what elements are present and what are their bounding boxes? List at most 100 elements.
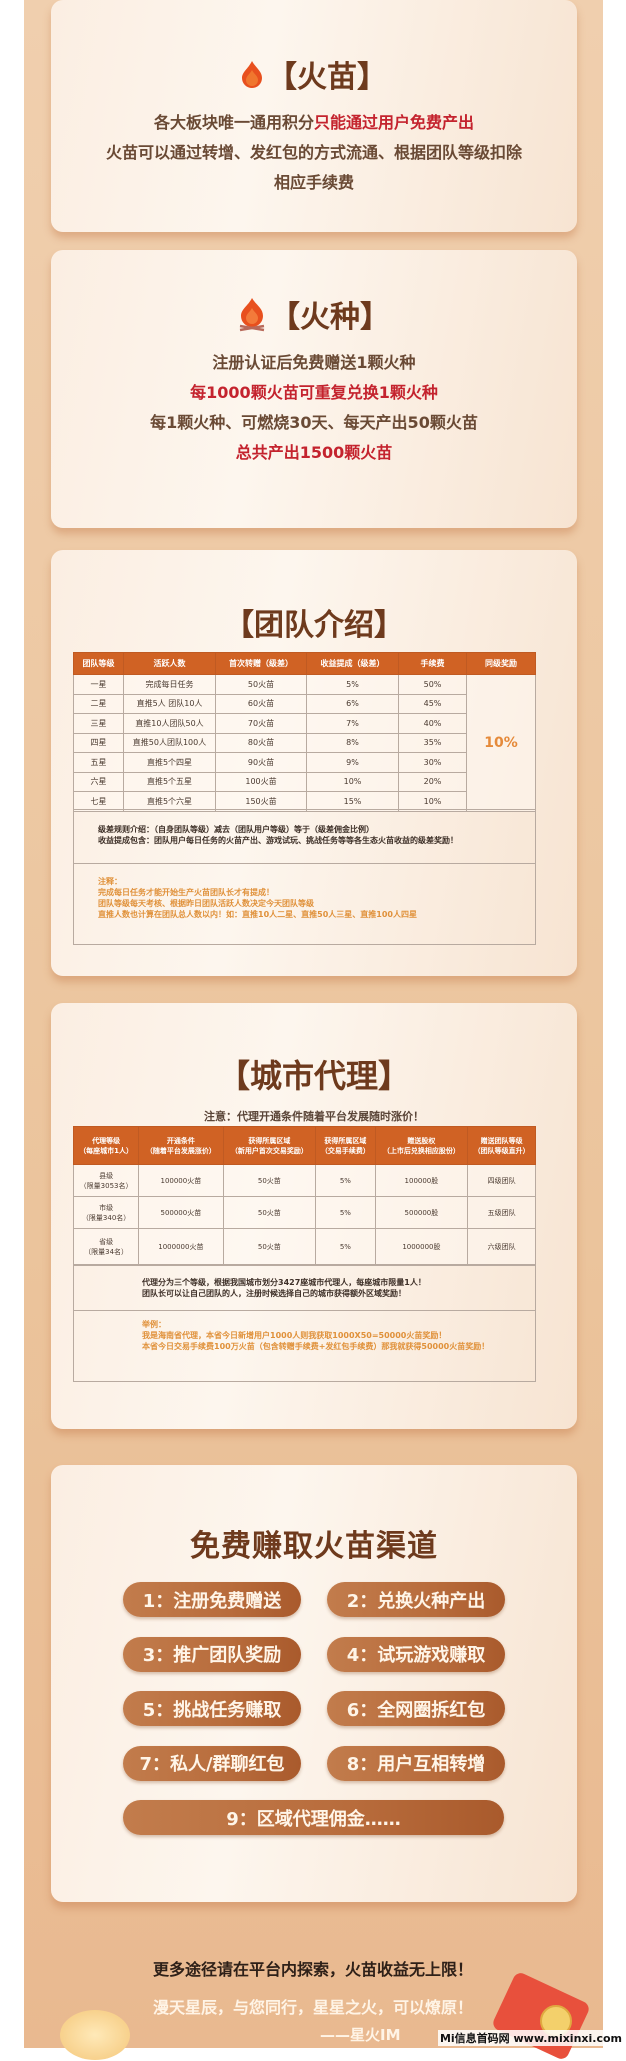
table-cell: 100火苗 bbox=[215, 771, 307, 792]
header-cell: 赠送股权 （上市后兑换相应股份） bbox=[374, 1126, 469, 1165]
table-cell: 50% bbox=[398, 674, 467, 695]
channels-title: 免费赚取火苗渠道 bbox=[190, 1529, 438, 1564]
header-text: （每座城市1人） bbox=[79, 1146, 134, 1155]
table-cell: 完成每日任务 bbox=[123, 674, 216, 695]
note-text: 注释： bbox=[98, 877, 122, 886]
table-cell: 5% bbox=[315, 1164, 376, 1197]
text-line: 各大板块唯一通用积分 bbox=[153, 113, 314, 132]
header-text: 获得所属区域 bbox=[324, 1136, 367, 1145]
header-cell: 获得所属区域 （交易手续费） bbox=[315, 1126, 376, 1165]
header-text: （新用户首次交易奖励） bbox=[230, 1146, 308, 1155]
rule-text: 收益提成包含：团队用户每日任务的火苗产出、游戏试玩、挑战任务等等各生态火苗收益的… bbox=[98, 836, 458, 845]
header-text: 获得所属区域 bbox=[248, 1136, 291, 1145]
coin-decoration-icon bbox=[60, 2010, 130, 2060]
table-row: 二星 直推5人 团队10人 60火苗 6% 45% bbox=[73, 693, 536, 714]
table-cell: 四星 bbox=[73, 732, 124, 753]
table-header: 团队等级 活跃人数 首次转赠（级差） 收益提成（级差） 手续费 同级奖励 bbox=[73, 652, 536, 675]
header-text: 赠送团队等级 bbox=[480, 1136, 523, 1145]
example-text: 我是海南省代理，本省今日新增用户1000人则我获取1000X50=50000火苗… bbox=[142, 1331, 447, 1340]
table-row: 一星 完成每日任务 50火苗 5% 50% 10% bbox=[73, 674, 536, 812]
header-cell: 代理等级 （每座城市1人） bbox=[72, 1126, 140, 1165]
table-cell: 500000股 bbox=[374, 1196, 469, 1229]
header-text: （上市后兑换相应股份） bbox=[382, 1146, 460, 1155]
header-cell: 手续费 bbox=[398, 652, 467, 675]
table-row: 省级 （限量34名） 1000000火苗 50火苗 5% 1000000股 六级团队 bbox=[72, 1228, 536, 1265]
text-line: 注册认证后免费赠送1颗火种 bbox=[212, 353, 416, 372]
text-line: 相应手续费 bbox=[273, 173, 354, 192]
header-cell: 活跃人数 bbox=[123, 652, 216, 675]
header-cell: 赠送团队等级 （团队等级直升） bbox=[467, 1126, 536, 1165]
table-cell: 五级团队 bbox=[467, 1196, 536, 1229]
header-text: （随着平台发展涨价） bbox=[145, 1146, 216, 1155]
city-card: 【城市代理】 注意：代理开通条件随着平台发展随时涨价！ 代理等级 （每座城市1人）… bbox=[51, 1003, 577, 1429]
table-cell: 45% bbox=[398, 693, 467, 714]
channels-card: 免费赚取火苗渠道 1：注册免费赠送 2：兑换火种产出 3：推广团队奖励 4：试玩游戏赚… bbox=[51, 1465, 577, 1902]
header-cell: 首次转赠（级差） bbox=[215, 652, 307, 675]
channel-item[interactable]: 7：私人/群聊红包 bbox=[123, 1745, 301, 1781]
channel-item[interactable]: 1：注册免费赠送 bbox=[123, 1582, 301, 1617]
table-cell: 直推5个四星 bbox=[123, 752, 216, 773]
watermark: Mi信息首码网 www.mixinxi.com bbox=[437, 2030, 624, 2046]
huomiao-card: 【火苗】 各大板块唯一通用积分只能通过用户免费产出 火苗可以通过转增、发红包的方… bbox=[51, 0, 577, 232]
huozhong-card: 【火种】 注册认证后免费赠送1颗火种 每1000颗火苗可重复兑换1颗火种 每1颗… bbox=[51, 250, 577, 528]
flame-icon bbox=[242, 61, 262, 88]
table-cell: 70火苗 bbox=[215, 713, 307, 734]
example-text: 本省今日交易手续费100万火苗（包含转赠手续费+发红包手续费）那我就获得5000… bbox=[142, 1342, 490, 1351]
table-cell: 县级 （限量3053名） bbox=[72, 1164, 140, 1197]
table-row: 五星 直推5个四星 90火苗 9% 30% bbox=[73, 752, 536, 773]
city-desc: 代理分为三个等级，根据我国城市划分3427座城市代理人，每座城市限量1人！ 团队… bbox=[73, 1265, 536, 1311]
cell-text: 省级 bbox=[99, 1237, 114, 1246]
table-cell: 5% bbox=[315, 1228, 376, 1265]
highlight-text: 总共产出1500颗火苗 bbox=[235, 443, 393, 462]
note-text: 完成每日任务才能开始生产火苗团队长才有提成！ bbox=[98, 888, 274, 897]
table-cell: 500000火苗 bbox=[138, 1196, 224, 1229]
table-cell: 直推5人 团队10人 bbox=[123, 693, 216, 714]
table-cell: 省级 （限量34名） bbox=[72, 1228, 140, 1265]
table-cell: 四级团队 bbox=[467, 1164, 536, 1197]
team-card: 【团队介绍】 团队等级 活跃人数 首次转赠（级差） 收益提成（级差） 手续费 同… bbox=[51, 550, 577, 976]
table-cell: 15% bbox=[306, 791, 399, 812]
title-text: 【火种】 bbox=[270, 300, 390, 335]
table-cell: 市级 （限量340名） bbox=[72, 1196, 140, 1229]
table-cell: 二星 bbox=[73, 693, 124, 714]
table-cell: 三星 bbox=[73, 713, 124, 734]
table-cell: 5% bbox=[315, 1196, 376, 1229]
table-cell: 8% bbox=[306, 732, 399, 753]
rule-text: 级差规则介绍：（自身团队等级）减去（团队用户等级）等于（级差佣金比例） bbox=[98, 825, 374, 834]
table-cell: 9% bbox=[306, 752, 399, 773]
example-text: 举例： bbox=[142, 1320, 166, 1329]
header-text: 开通条件 bbox=[166, 1136, 195, 1145]
channel-item[interactable]: 5：挑战任务赚取 bbox=[123, 1691, 301, 1726]
channel-item[interactable]: 6：全网圈拆红包 bbox=[327, 1691, 505, 1726]
table-cell: 1000000股 bbox=[374, 1228, 469, 1265]
table-cell: 7% bbox=[306, 713, 399, 734]
header-cell: 获得所属区域 （新用户首次交易奖励） bbox=[222, 1126, 317, 1165]
channel-item[interactable]: 4：试玩游戏赚取 bbox=[327, 1636, 505, 1672]
table-cell: 六星 bbox=[73, 771, 124, 792]
table-cell: 直推50人团队100人 bbox=[123, 732, 216, 753]
header-cell: 收益提成（级差） bbox=[306, 652, 399, 675]
table-cell: 60火苗 bbox=[215, 693, 307, 714]
header-text: 赠送股权 bbox=[407, 1136, 436, 1145]
team-table: 团队等级 活跃人数 首次转赠（级差） 收益提成（级差） 手续费 同级奖励 一星完… bbox=[73, 652, 536, 812]
note-text: 团队等级每天考核、根据昨日团队活跃人数决定今天团队等级 bbox=[98, 899, 314, 908]
table-row: 七星 直推5个六星 150火苗 15% 10% bbox=[73, 791, 536, 812]
channel-item[interactable]: 3：推广团队奖励 bbox=[123, 1636, 301, 1672]
channel-item[interactable]: 9：区域代理佣金…… bbox=[123, 1800, 504, 1835]
channel-item[interactable]: 2：兑换火种产出 bbox=[327, 1582, 505, 1617]
table-cell: 直推10人团队50人 bbox=[123, 713, 216, 734]
footer-slogan: 漫天星辰，与您同行，星星之火，可以燎原！ bbox=[152, 1998, 473, 2017]
table-cell: 80火苗 bbox=[215, 732, 307, 753]
same-level-reward: 10% bbox=[466, 674, 536, 812]
table-cell: 直推5个五星 bbox=[123, 771, 216, 792]
text-line: 每1颗火种、可燃烧30天、每天产出50颗火苗 bbox=[150, 413, 478, 432]
team-title: 【团队介绍】 bbox=[224, 608, 404, 643]
table-cell: 50火苗 bbox=[222, 1164, 317, 1197]
table-cell: 20% bbox=[398, 771, 467, 792]
huomiao-title: 【火苗】 bbox=[51, 52, 577, 96]
title-text: 【火苗】 bbox=[267, 60, 387, 95]
huozhong-text: 注册认证后免费赠送1颗火种 每1000颗火苗可重复兑换1颗火种 每1颗火种、可燃… bbox=[51, 348, 577, 468]
header-text: （团队等级直升） bbox=[473, 1146, 530, 1155]
huozhong-title: 【火种】 bbox=[51, 292, 577, 336]
channel-item[interactable]: 8：用户互相转增 bbox=[327, 1745, 505, 1781]
